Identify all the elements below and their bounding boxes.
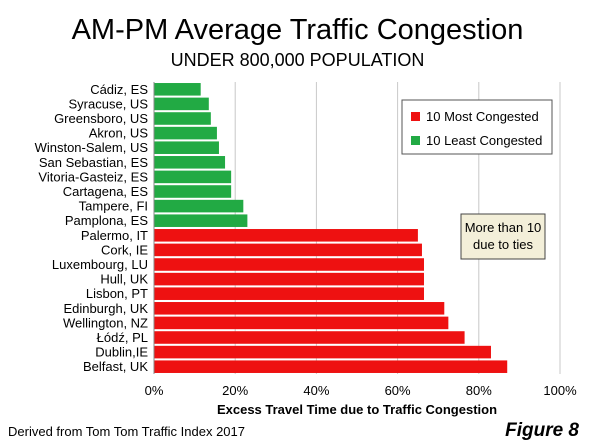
legend-swatch [411,112,420,121]
bar [154,345,491,359]
bars [154,83,508,373]
category-label: Greensboro, US [54,111,148,126]
category-label: Cartagena, ES [63,184,149,199]
x-tick-label: 80% [466,383,492,398]
category-label: Syracuse, US [69,96,149,111]
x-tick-labels: 0% 20% 40% 60% 80% 100% [145,383,577,398]
bar [154,97,209,111]
source-note: Derived from Tom Tom Traffic Index 2017 [8,424,245,439]
bar [154,83,201,96]
category-label: Hull, UK [100,272,148,287]
bar [154,272,424,286]
bar [154,170,232,184]
legend: 10 Most Congested 10 Least Congested [401,99,553,155]
bar [154,112,211,125]
chart-title: AM-PM Average Traffic Congestion [71,14,524,46]
legend-label: 10 Least Congested [426,133,542,148]
category-label: Vitoria-Gasteiz, ES [38,169,148,184]
annotation-text: More than 10 [465,220,542,235]
category-label: Cork, IE [101,242,148,257]
category-label: Luxembourg, LU [52,257,148,272]
figure-label: Figure 8 [505,420,579,441]
bar [154,214,248,227]
bar [154,141,219,154]
legend-label: 10 Most Congested [426,109,539,124]
bar [154,258,424,271]
annotation-text: due to ties [473,237,533,252]
category-label: Winston-Salem, US [35,140,149,155]
category-label: Edinburgh, UK [63,301,148,316]
bar [154,287,424,300]
bar [154,199,244,213]
bar [154,302,445,315]
bar [154,360,508,373]
x-tick-label: 40% [303,383,329,398]
category-label: San Sebastian, ES [39,155,148,170]
bar [154,126,217,140]
category-label: Akron, US [89,126,149,141]
x-tick-label: 60% [385,383,411,398]
bar [154,229,418,242]
bar [154,243,422,257]
category-label: Dublin,IE [95,345,148,360]
category-label: Palermo, IT [81,228,148,243]
category-label: Belfast, UK [83,359,148,374]
category-label: Lisbon, PT [86,286,148,301]
x-tick-label: 0% [145,383,164,398]
category-label: Tampere, FI [79,199,148,214]
category-label: Cádiz, ES [90,82,148,97]
legend-box [401,99,553,155]
annotation-box-frame [460,213,546,260]
annotation-box: More than 10 due to ties [460,213,546,260]
bar [154,331,465,344]
category-label: Łódź, PL [97,330,148,345]
category-label: Pamplona, ES [65,213,148,228]
category-label: Wellington, NZ [63,315,148,330]
x-axis-label: Excess Travel Time due to Traffic Conges… [217,402,497,417]
legend-swatch [411,136,420,145]
bar [154,316,449,330]
chart-subtitle: UNDER 800,000 POPULATION [170,50,425,70]
bar [154,185,232,198]
x-tick-label: 20% [222,383,248,398]
x-tick-label: 100% [543,383,577,398]
bar [154,156,226,169]
